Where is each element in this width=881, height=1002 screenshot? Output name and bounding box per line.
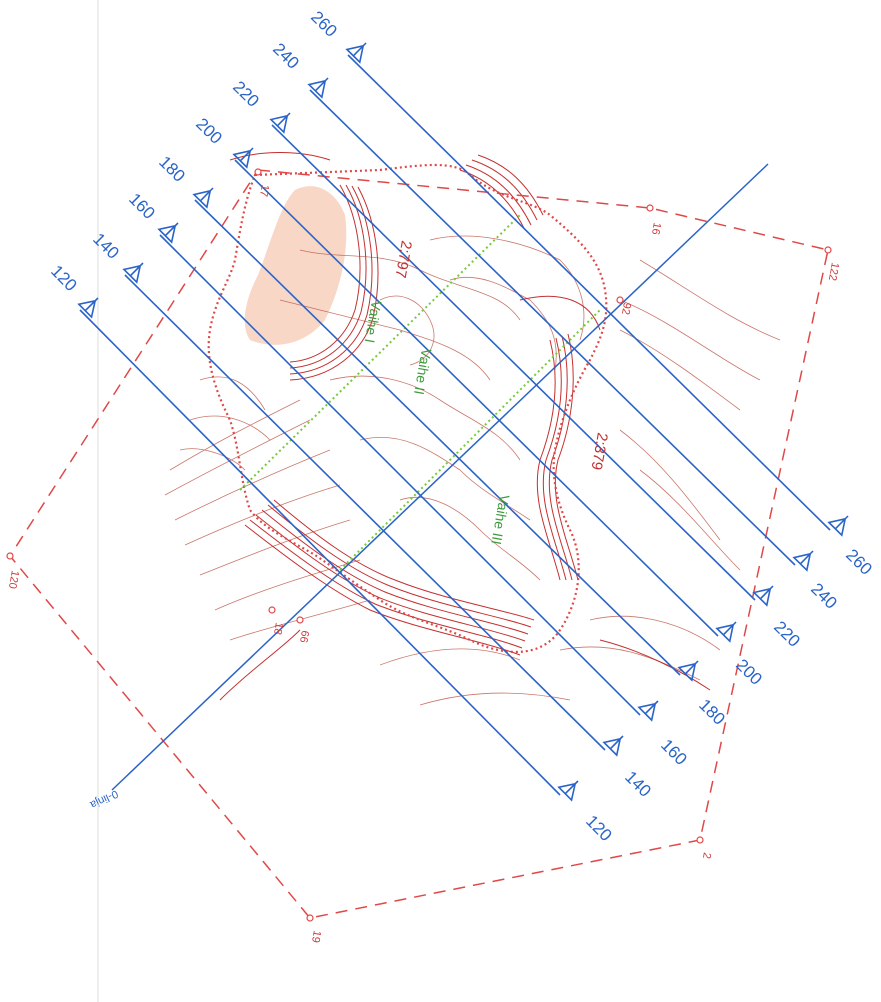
section-line: [309, 89, 796, 566]
section-arrow-icon: [157, 222, 179, 244]
survey-point-label: 19: [309, 929, 323, 943]
section-label-end: 160: [657, 735, 690, 768]
survey-point-label: 122: [826, 261, 841, 281]
extraction-boundary: [207, 163, 608, 654]
area-label-north: 2:797: [392, 239, 415, 279]
survey-point-icon: [616, 296, 624, 304]
section-arrow-icon: [557, 780, 579, 802]
section-arrow-icon: [677, 660, 699, 682]
survey-point-label: 18: [271, 621, 285, 635]
area-label-south: 2:379: [588, 431, 611, 471]
section-label-start: 260: [307, 7, 341, 40]
phase-label-1: Vaihe I: [362, 299, 385, 344]
section-label-end: 220: [770, 617, 804, 650]
pit-fill: [244, 186, 347, 345]
survey-point-label: 92: [619, 301, 633, 315]
zero-line-label: 0-linja: [87, 787, 119, 811]
section-arrow-icon: [637, 700, 659, 722]
section-line: [271, 124, 756, 601]
section-label-start: 120: [47, 261, 80, 295]
section-line: [159, 234, 641, 716]
section-arrow-icon: [192, 187, 214, 209]
section-arrow-icon: [269, 112, 291, 134]
section-line: [347, 54, 831, 531]
section-label-start: 220: [229, 77, 263, 110]
section-arrow-icon: [715, 621, 737, 643]
section-label-start: 160: [125, 189, 158, 222]
survey-point-label: 16: [649, 221, 663, 235]
survey-point-icon: [696, 836, 704, 844]
section-arrow-icon: [827, 515, 849, 537]
zero-line: [111, 163, 769, 791]
phase-label-3: Vaihe III: [488, 493, 512, 545]
section-arrow-icon: [307, 77, 329, 99]
phase-lines: [239, 214, 601, 571]
section-label-end: 180: [695, 695, 729, 728]
section-arrow-icon: [602, 735, 624, 757]
section-label-start: 180: [155, 152, 189, 185]
survey-point-icon: [6, 552, 14, 560]
section-label-end: 200: [732, 655, 766, 688]
survey-point-icon: [306, 914, 314, 922]
section-line: [79, 309, 561, 796]
section-label-end: 240: [807, 579, 841, 612]
survey-point-label: 120: [6, 569, 21, 589]
section-arrow-icon: [77, 297, 99, 319]
section-label-end: 260: [842, 545, 876, 578]
survey-point-icon: [254, 168, 262, 176]
section-line: [234, 159, 719, 637]
section-arrow-icon: [122, 262, 144, 284]
phase-label-2: Vaihe II: [411, 347, 435, 396]
survey-point-label: 66: [297, 629, 311, 643]
survey-point-label: 2: [700, 851, 713, 859]
survey-points: 122 120 2 19 16 92 18 66 17: [6, 168, 841, 944]
survey-point-icon: [268, 606, 276, 614]
section-lines: 1201201401401601601801802002002202202402…: [47, 7, 876, 845]
section-label-end: 120: [582, 811, 615, 845]
section-label-start: 200: [192, 114, 226, 147]
section-arrow-icon: [232, 147, 254, 169]
survey-point-icon: [824, 246, 832, 254]
section-arrow-icon: [752, 585, 774, 607]
section-label-start: 240: [269, 39, 303, 72]
section-label-end: 140: [621, 767, 655, 800]
section-line: [124, 274, 606, 751]
section-line: [194, 199, 681, 676]
section-label-start: 140: [89, 229, 123, 262]
slope-lines: [219, 152, 711, 701]
survey-point-label: 17: [257, 183, 271, 197]
survey-point-icon: [646, 204, 654, 212]
section-arrow-icon: [792, 550, 814, 572]
survey-point-icon: [296, 616, 304, 624]
section-arrow-icon: [345, 42, 367, 64]
